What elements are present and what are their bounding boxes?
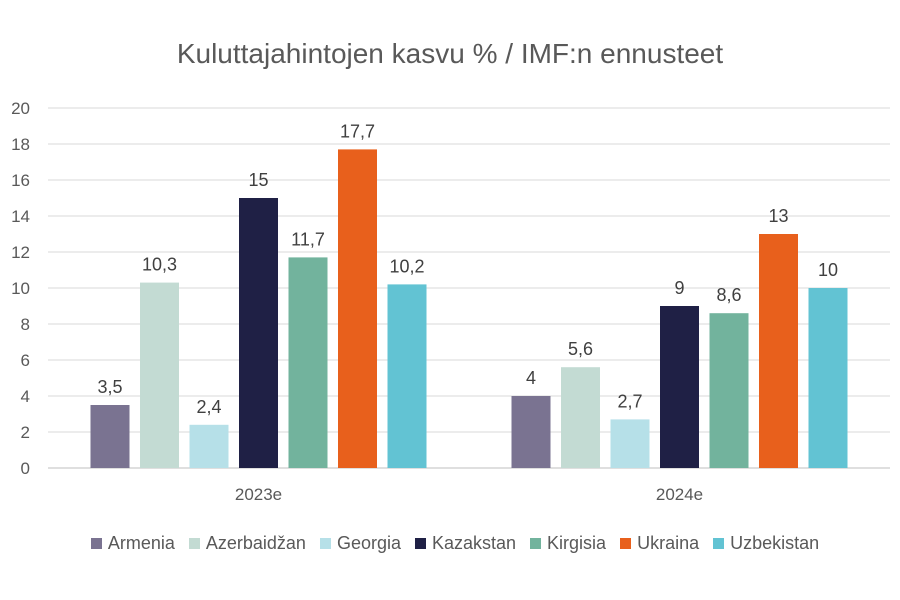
y-tick-label: 18 <box>11 135 30 154</box>
legend-swatch <box>90 538 102 549</box>
legend-label: Kazakstan <box>431 533 517 553</box>
bar-georgia <box>610 419 650 468</box>
data-label: 10,3 <box>142 255 177 275</box>
legend-item: Georgia <box>319 533 401 554</box>
legend-swatch <box>188 538 200 549</box>
bar-armenia <box>90 405 130 468</box>
data-label: 9 <box>674 278 684 298</box>
legend-item: Armenia <box>90 533 175 554</box>
data-label: 10,2 <box>389 256 424 276</box>
legend-label: Uzbekistan <box>730 533 820 553</box>
data-label: 4 <box>526 368 536 388</box>
y-tick-label: 20 <box>11 99 30 118</box>
data-label: 2,7 <box>617 391 642 411</box>
legend-label: Georgia <box>336 533 401 553</box>
data-label: 8,6 <box>716 285 741 305</box>
legend-swatch <box>713 538 725 549</box>
legend-item: Azerbaidžan <box>188 533 306 554</box>
data-label: 13 <box>768 206 788 226</box>
y-tick-label: 16 <box>11 171 30 190</box>
y-tick-label: 10 <box>11 279 30 298</box>
x-tick-label: 2023e <box>235 485 282 504</box>
bar-kazakstan <box>239 198 278 468</box>
bar-armenia <box>511 396 551 468</box>
legend-label: Azerbaidžan <box>205 533 306 553</box>
bar-ukraina <box>759 234 798 468</box>
bar-azerbaidžan <box>561 367 600 468</box>
data-label: 5,6 <box>568 339 593 359</box>
legend-label: Ukraina <box>637 533 700 553</box>
data-label: 15 <box>248 170 268 190</box>
legend-label: Armenia <box>107 533 175 553</box>
data-label: 3,5 <box>97 377 122 397</box>
bar-azerbaidžan <box>140 282 179 468</box>
y-tick-label: 0 <box>21 459 30 478</box>
bar-uzbekistan <box>387 284 427 468</box>
bar-kazakstan <box>660 306 699 468</box>
bar-georgia <box>189 424 229 468</box>
legend-item: Kirgisia <box>530 533 606 554</box>
y-tick-label: 12 <box>11 243 30 262</box>
y-tick-label: 8 <box>21 315 30 334</box>
bar-uzbekistan <box>808 288 848 468</box>
legend-item: Uzbekistan <box>713 533 819 554</box>
x-tick-label: 2024e <box>656 485 703 504</box>
legend-swatch <box>530 538 542 549</box>
data-label: 17,7 <box>340 121 375 141</box>
legend-label: Kirgisia <box>547 533 607 553</box>
y-tick-label: 4 <box>21 387 30 406</box>
y-tick-label: 2 <box>21 423 30 442</box>
legend-item: Kazakstan <box>414 533 517 554</box>
legend: Armenia Azerbaidžan Georgia Kazakstan Kirgis… <box>0 533 900 554</box>
bar-kirgisia <box>709 313 749 468</box>
data-label: 2,4 <box>196 397 221 417</box>
data-label: 10 <box>818 260 838 280</box>
y-tick-label: 14 <box>11 207 30 226</box>
legend-swatch <box>414 538 426 549</box>
y-tick-label: 6 <box>21 351 30 370</box>
data-label: 11,7 <box>291 229 325 249</box>
legend-swatch <box>319 538 331 549</box>
legend-swatch <box>620 538 632 549</box>
bar-kirgisia <box>288 257 328 468</box>
chart-title: Kuluttajahintojen kasvu % / IMF:n ennust… <box>176 38 724 69</box>
legend-item: Ukraina <box>620 533 699 554</box>
bar-ukraina <box>338 149 377 468</box>
